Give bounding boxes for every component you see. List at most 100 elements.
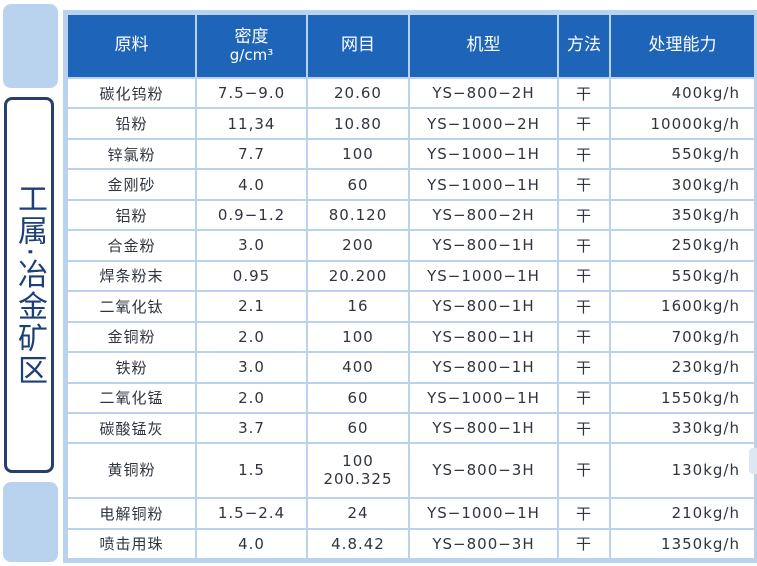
cell-capacity: 550kg/h	[609, 259, 756, 293]
table-row: 金刚砂 4.0 60 YS−1000−1H 干 300kg/h	[66, 168, 756, 201]
cell-material: 金铜粉	[66, 320, 197, 354]
header-capacity: 处理能力	[609, 13, 756, 79]
cell-density: 2.0	[195, 320, 308, 354]
cell-capacity: 300kg/h	[609, 168, 756, 201]
cell-capacity: 350kg/h	[609, 198, 756, 232]
table-row: 锌氯粉 7.7 100 YS−1000−1H 干 550kg/h	[66, 137, 756, 171]
cell-capacity: 1600kg/h	[609, 290, 756, 323]
cell-capacity: 230kg/h	[609, 351, 756, 384]
cell-method: 干	[557, 351, 611, 384]
header-density: 密度 g/cm³	[195, 13, 308, 79]
cell-mesh: 20.60	[306, 76, 410, 110]
cell-mesh: 16	[306, 290, 410, 323]
cell-mesh: 4.8.42	[306, 527, 410, 560]
cell-mesh: 60	[306, 381, 410, 414]
cell-model: YS−1000−1H	[408, 497, 559, 530]
cell-model: YS−1000−1H	[408, 259, 559, 293]
cell-model: YS−800−1H	[408, 320, 559, 354]
cell-capacity: 1350kg/h	[609, 527, 756, 560]
cell-method: 干	[557, 290, 611, 323]
header-density-label: 密度	[234, 26, 269, 47]
table-row: 碳化钨粉 7.5−9.0 20.60 YS−800−2H 干 400kg/h	[66, 76, 756, 110]
table-row: 铝粉 0.9−1.2 80.120 YS−800−2H 干 350kg/h	[66, 198, 756, 232]
cell-model: YS−1000−1H	[408, 168, 559, 201]
cell-method: 干	[557, 76, 611, 110]
cell-material: 金刚砂	[66, 168, 197, 201]
cell-capacity: 550kg/h	[609, 137, 756, 171]
cell-capacity: 400kg/h	[609, 76, 756, 110]
cell-capacity: 10000kg/h	[609, 107, 756, 140]
cell-model: YS−1000−2H	[408, 107, 559, 140]
cell-density: 2.0	[195, 381, 308, 414]
cell-model: YS−800−1H	[408, 290, 559, 323]
header-model: 机型	[408, 13, 559, 79]
cell-material: 二氧化锰	[66, 381, 197, 414]
cell-material: 黄铜粉	[66, 442, 197, 500]
header-density-unit: g/cm³	[229, 46, 274, 65]
cell-mesh: 400	[306, 351, 410, 384]
cell-density: 1.5−2.4	[195, 497, 308, 530]
table-row: 金铜粉 2.0 100 YS−800−1H 干 700kg/h	[66, 320, 756, 354]
cell-density: 4.0	[195, 168, 308, 201]
cell-mesh: 60	[306, 168, 410, 201]
cell-model: YS−800−3H	[408, 527, 559, 560]
cell-material: 碳酸锰灰	[66, 411, 197, 445]
cell-mesh-line: 100	[342, 452, 374, 471]
cell-method: 干	[557, 527, 611, 560]
cell-model: YS−800−2H	[408, 76, 559, 110]
cell-mesh: 200	[306, 229, 410, 262]
cell-model: YS−800−2H	[408, 198, 559, 232]
scroll-handle[interactable]	[749, 448, 757, 474]
side-decor-top	[3, 4, 58, 88]
cell-material: 二氧化钛	[66, 290, 197, 323]
cell-capacity: 330kg/h	[609, 411, 756, 445]
cell-density: 7.7	[195, 137, 308, 171]
cell-density: 2.1	[195, 290, 308, 323]
table-row: 二氧化钛 2.1 16 YS−800−1H 干 1600kg/h	[66, 290, 756, 323]
cell-method: 干	[557, 198, 611, 232]
cell-model: YS−800−1H	[408, 411, 559, 445]
cell-density: 11,34	[195, 107, 308, 140]
table-row: 电解铜粉 1.5−2.4 24 YS−1000−1H 干 210kg/h	[66, 497, 756, 530]
cell-capacity: 210kg/h	[609, 497, 756, 530]
cell-material: 铅粉	[66, 107, 197, 140]
table-header-row: 原料 密度 g/cm³ 网目 机型 方法 处理能力	[66, 13, 756, 79]
cell-density: 7.5−9.0	[195, 76, 308, 110]
cell-mesh: 24	[306, 497, 410, 530]
table-row: 铁粉 3.0 400 YS−800−1H 干 230kg/h	[66, 351, 756, 384]
cell-material: 锌氯粉	[66, 137, 197, 171]
table-row: 焊条粉末 0.95 20.200 YS−1000−1H 干 550kg/h	[66, 259, 756, 293]
cell-mesh: 20.200	[306, 259, 410, 293]
cell-density: 3.0	[195, 229, 308, 262]
cell-density: 3.0	[195, 351, 308, 384]
cell-model: YS−1000−1H	[408, 137, 559, 171]
cell-method: 干	[557, 442, 611, 500]
cell-mesh: 80.120	[306, 198, 410, 232]
cell-method: 干	[557, 137, 611, 171]
table-row: 二氧化锰 2.0 60 YS−1000−1H 干 1550kg/h	[66, 381, 756, 414]
cell-material: 电解铜粉	[66, 497, 197, 530]
table-row: 黄铜粉 1.5 100 200.325 YS−800−3H 干 130kg/h	[66, 442, 756, 500]
cell-mesh: 60	[306, 411, 410, 445]
cell-material: 合金粉	[66, 229, 197, 262]
cell-density: 0.9−1.2	[195, 198, 308, 232]
table-row: 碳酸锰灰 3.7 60 YS−800−1H 干 330kg/h	[66, 411, 756, 445]
table-body: 碳化钨粉 7.5−9.0 20.60 YS−800−2H 干 400kg/h 铅粉 11,34…	[66, 76, 756, 560]
cell-density: 0.95	[195, 259, 308, 293]
cell-method: 干	[557, 411, 611, 445]
cell-method: 干	[557, 229, 611, 262]
cell-density: 3.7	[195, 411, 308, 445]
cell-method: 干	[557, 168, 611, 201]
cell-capacity: 130kg/h	[609, 442, 756, 500]
cell-density: 1.5	[195, 442, 308, 500]
cell-material: 焊条粉末	[66, 259, 197, 293]
header-mesh: 网目	[306, 13, 410, 79]
cell-material: 铁粉	[66, 351, 197, 384]
cell-mesh: 100	[306, 320, 410, 354]
table-row: 铅粉 11,34 10.80 YS−1000−2H 干 10000kg/h	[66, 107, 756, 140]
cell-mesh: 100 200.325	[306, 442, 410, 500]
spec-table: 原料 密度 g/cm³ 网目 机型 方法 处理能力 碳化钨粉 7.5−9.0 20.…	[66, 13, 756, 560]
cell-model: YS−800−3H	[408, 442, 559, 500]
cell-mesh-line: 200.325	[323, 469, 393, 488]
cell-method: 干	[557, 320, 611, 354]
